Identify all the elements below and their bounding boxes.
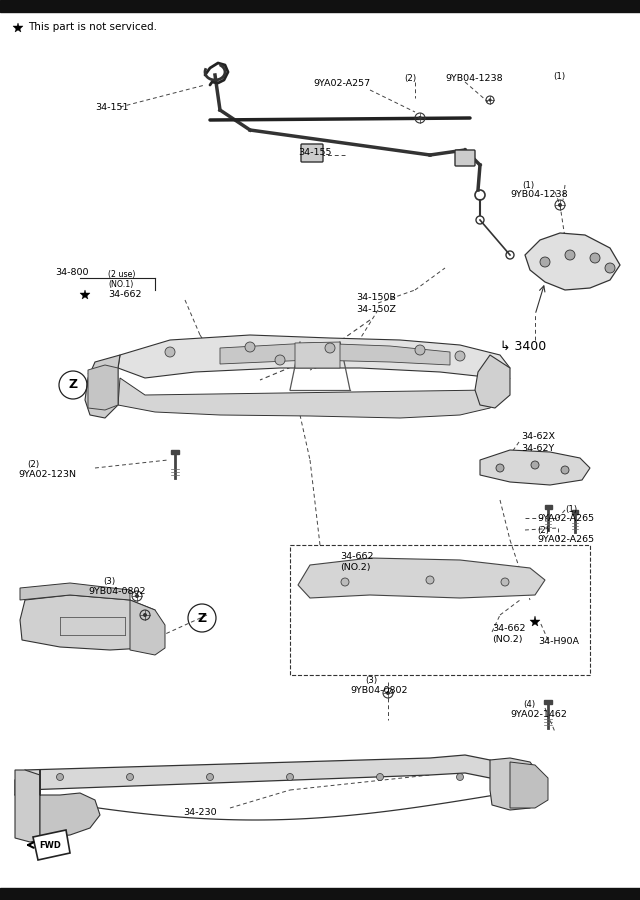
- Bar: [572, 510, 578, 514]
- Circle shape: [565, 250, 575, 260]
- Text: FWD: FWD: [39, 841, 61, 850]
- Circle shape: [143, 613, 147, 617]
- Circle shape: [456, 773, 463, 780]
- Text: 9YA02-A265: 9YA02-A265: [537, 514, 594, 523]
- Bar: [544, 700, 552, 704]
- Text: 9YB04-1238: 9YB04-1238: [445, 74, 502, 83]
- Polygon shape: [20, 583, 130, 600]
- Text: Z: Z: [197, 611, 207, 625]
- Text: (2): (2): [537, 526, 549, 535]
- Polygon shape: [130, 600, 165, 655]
- Text: 34-62Y: 34-62Y: [521, 444, 554, 453]
- Text: Z: Z: [68, 379, 77, 392]
- Circle shape: [590, 253, 600, 263]
- Text: (NO.2): (NO.2): [492, 635, 522, 644]
- Polygon shape: [480, 450, 590, 485]
- Circle shape: [561, 466, 569, 474]
- Polygon shape: [298, 558, 545, 598]
- Text: (4): (4): [523, 700, 535, 709]
- Polygon shape: [525, 233, 620, 290]
- Text: 9YA02-1462: 9YA02-1462: [510, 710, 567, 719]
- Text: 34-662: 34-662: [340, 552, 374, 561]
- Text: 9YA02-123N: 9YA02-123N: [18, 470, 76, 479]
- Text: 34-151: 34-151: [95, 103, 129, 112]
- Text: (NO.2): (NO.2): [340, 563, 371, 572]
- Text: 9YB04-1238: 9YB04-1238: [510, 190, 568, 199]
- Polygon shape: [510, 762, 548, 808]
- Text: 9YA02-A257: 9YA02-A257: [313, 79, 370, 88]
- Polygon shape: [220, 343, 450, 365]
- Text: (3): (3): [103, 577, 115, 586]
- Polygon shape: [85, 355, 120, 418]
- Text: (2 use): (2 use): [108, 270, 136, 279]
- Circle shape: [376, 773, 383, 780]
- Bar: [171, 450, 179, 454]
- Circle shape: [207, 773, 214, 780]
- FancyBboxPatch shape: [301, 144, 323, 162]
- Circle shape: [455, 351, 465, 361]
- Circle shape: [245, 342, 255, 352]
- Polygon shape: [118, 335, 510, 378]
- Polygon shape: [88, 365, 118, 410]
- Polygon shape: [118, 378, 510, 418]
- Circle shape: [531, 461, 539, 469]
- Text: 34-H90A: 34-H90A: [538, 637, 579, 646]
- Text: (2): (2): [404, 74, 416, 83]
- Bar: [545, 505, 552, 509]
- Circle shape: [287, 773, 294, 780]
- Text: 9YA02-A265: 9YA02-A265: [537, 535, 594, 544]
- Circle shape: [426, 576, 434, 584]
- Text: 34-800: 34-800: [55, 268, 88, 277]
- Circle shape: [386, 691, 390, 695]
- Circle shape: [165, 347, 175, 357]
- Circle shape: [540, 257, 550, 267]
- Circle shape: [341, 578, 349, 586]
- Polygon shape: [40, 770, 100, 838]
- Text: 34-155: 34-155: [298, 148, 332, 157]
- Circle shape: [558, 203, 562, 207]
- Circle shape: [127, 773, 134, 780]
- Polygon shape: [295, 342, 340, 368]
- Polygon shape: [33, 830, 70, 860]
- Text: (1): (1): [565, 505, 577, 514]
- Bar: [290, 545, 590, 675]
- Text: (1): (1): [553, 72, 565, 81]
- FancyBboxPatch shape: [455, 150, 475, 166]
- Text: 9YB04-0802: 9YB04-0802: [88, 587, 145, 596]
- Circle shape: [135, 594, 139, 598]
- Text: (3): (3): [365, 676, 377, 685]
- Circle shape: [56, 773, 63, 780]
- Polygon shape: [475, 355, 510, 408]
- Polygon shape: [15, 755, 500, 795]
- Text: 34-150B: 34-150B: [356, 293, 396, 302]
- Polygon shape: [490, 758, 540, 810]
- Text: (NO.1): (NO.1): [108, 280, 133, 289]
- Text: 9YB04-0802: 9YB04-0802: [350, 686, 408, 695]
- Bar: [0, 0, 640, 12]
- Text: 34-662: 34-662: [492, 624, 525, 633]
- Circle shape: [496, 464, 504, 472]
- Text: This part is not serviced.: This part is not serviced.: [28, 22, 157, 32]
- Text: (1): (1): [522, 181, 534, 190]
- Circle shape: [418, 116, 422, 120]
- Polygon shape: [15, 770, 40, 842]
- Text: 34-230: 34-230: [183, 808, 216, 817]
- Text: 34-662: 34-662: [108, 290, 141, 299]
- Text: 34-62X: 34-62X: [521, 432, 555, 441]
- Circle shape: [325, 343, 335, 353]
- Circle shape: [501, 578, 509, 586]
- Polygon shape: [20, 595, 155, 650]
- Circle shape: [415, 345, 425, 355]
- Bar: [0, 888, 640, 900]
- Circle shape: [488, 98, 492, 102]
- Circle shape: [605, 263, 615, 273]
- Text: (2): (2): [27, 460, 39, 469]
- Text: ↳ 3400: ↳ 3400: [500, 340, 547, 353]
- Text: 34-150Z: 34-150Z: [356, 305, 396, 314]
- Circle shape: [275, 355, 285, 365]
